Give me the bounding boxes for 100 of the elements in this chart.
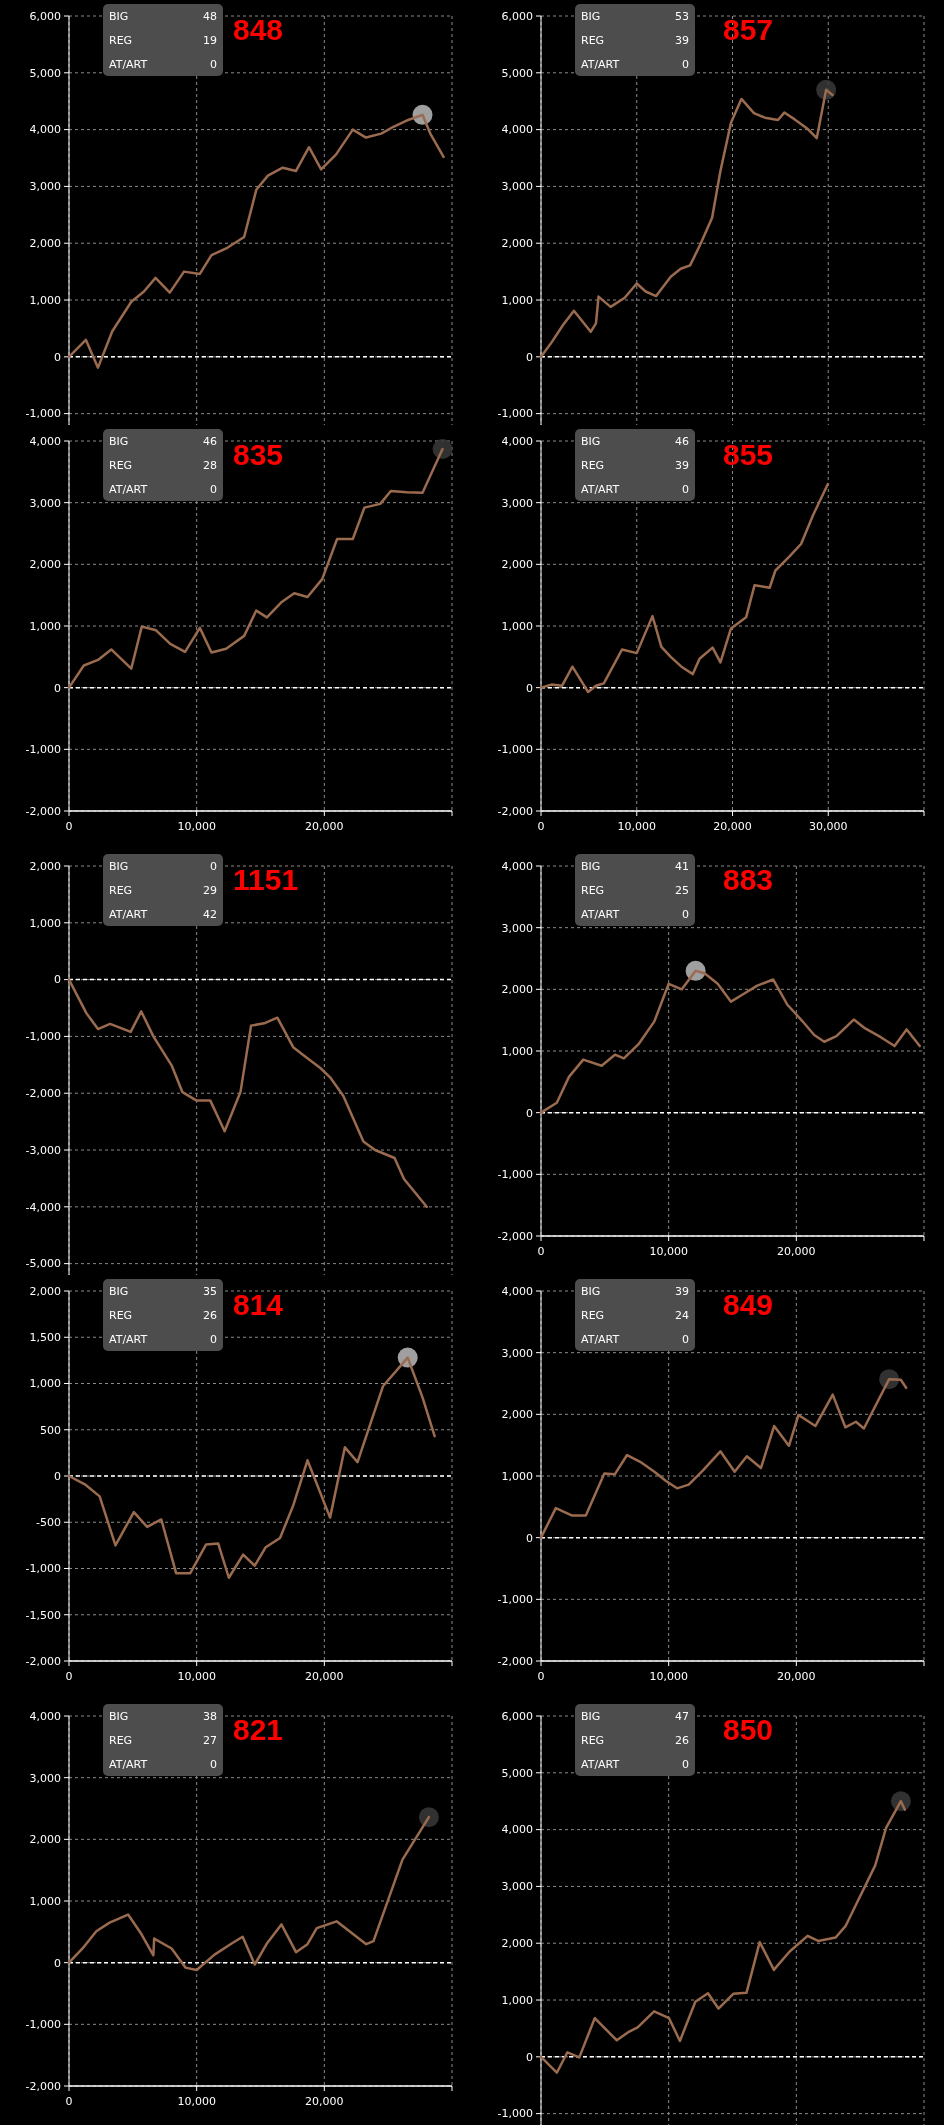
y-tick-label: 4,000 <box>501 1284 533 1298</box>
annotation: 47 <box>675 1709 689 1723</box>
y-tick-label: -1,500 <box>25 1608 61 1622</box>
y-tick-label: 1,000 <box>29 1894 61 1908</box>
y-tick-label: -1,000 <box>25 407 61 421</box>
chart-title: 821 <box>233 1713 284 1746</box>
y-tick-label: 1,000 <box>29 1377 61 1391</box>
y-tick-label: 0 <box>54 681 61 695</box>
chart-title: 1151 <box>233 863 299 896</box>
y-tick-label: -2,000 <box>497 804 533 818</box>
y-tick-label: 3,000 <box>29 1771 61 1785</box>
y-tick-label: 5,000 <box>501 1766 533 1780</box>
y-tick-label: 2,000 <box>501 237 533 251</box>
x-tick-label: 0 <box>537 1245 545 1258</box>
chart-title: 883 <box>723 863 774 896</box>
annotation: 0 <box>682 907 689 921</box>
annotation: 19 <box>203 33 217 47</box>
y-tick-label: 4,000 <box>501 123 533 137</box>
annotation: AT/ART <box>581 482 620 496</box>
annotation: BIG <box>109 434 129 448</box>
annotation: 25 <box>675 883 689 897</box>
chart-title: 850 <box>723 1713 774 1746</box>
annotation: 0 <box>210 1757 217 1771</box>
y-tick-label: 1,000 <box>501 619 533 633</box>
x-tick-label: 20,000 <box>777 1245 816 1258</box>
y-tick-label: 2,000 <box>29 1284 61 1298</box>
y-tick-label: 0 <box>54 973 61 987</box>
y-tick-label: -1,000 <box>25 1030 61 1044</box>
y-tick-label: -1,000 <box>497 743 533 757</box>
y-tick-label: 0 <box>526 2050 533 2064</box>
annotation: 0 <box>210 859 217 873</box>
annotation: AT/ART <box>109 1332 148 1346</box>
x-tick-label: 10,000 <box>617 820 656 833</box>
y-tick-label: 1,000 <box>29 293 61 307</box>
annotation: AT/ART <box>581 907 620 921</box>
y-tick-label: 0 <box>54 350 61 364</box>
annotation: 35 <box>203 1284 217 1298</box>
annotation: AT/ART <box>109 907 148 921</box>
chart-title: 855 <box>723 438 774 471</box>
annotation: REG <box>581 458 605 472</box>
annotation: 46 <box>675 434 689 448</box>
chart-title: 835 <box>233 438 284 471</box>
x-tick-label: 10,000 <box>177 820 216 833</box>
annotation: 38 <box>203 1709 217 1723</box>
y-tick-label: 4,000 <box>29 434 61 448</box>
annotation: AT/ART <box>109 1757 148 1771</box>
annotation: AT/ART <box>581 1757 620 1771</box>
annotation: BIG <box>109 859 129 873</box>
y-tick-label: -1,000 <box>25 743 61 757</box>
y-tick-label: -1,000 <box>25 1562 61 1576</box>
y-tick-label: 500 <box>40 1423 61 1437</box>
y-tick-label: -5,000 <box>25 1257 61 1271</box>
y-tick-label: -4,000 <box>25 1200 61 1214</box>
y-tick-label: 0 <box>526 1531 533 1545</box>
y-tick-label: 1,000 <box>501 1044 533 1058</box>
y-tick-label: 2,000 <box>501 558 533 572</box>
y-tick-label: -1,000 <box>497 407 533 421</box>
y-tick-label: 2,000 <box>501 1408 533 1422</box>
y-tick-label: 4,000 <box>29 123 61 137</box>
x-tick-label: 20,000 <box>305 2095 344 2108</box>
annotation: REG <box>581 1733 605 1747</box>
annotation: 42 <box>203 907 217 921</box>
annotation: 0 <box>682 482 689 496</box>
annotation: 28 <box>203 458 217 472</box>
annotation: BIG <box>581 9 601 23</box>
y-tick-label: 3,000 <box>501 921 533 935</box>
y-tick-label: 3,000 <box>501 180 533 194</box>
x-tick-label: 10,000 <box>177 2095 216 2108</box>
y-tick-label: -500 <box>36 1516 61 1530</box>
chart-title: 849 <box>723 1288 774 1321</box>
y-tick-label: 1,500 <box>29 1331 61 1345</box>
y-tick-label: 2,000 <box>29 1833 61 1847</box>
annotation: BIG <box>109 1284 129 1298</box>
y-tick-label: 1,000 <box>501 1993 533 2007</box>
y-tick-label: -2,000 <box>497 1229 533 1243</box>
annotation: 0 <box>210 57 217 71</box>
y-tick-label: 3,000 <box>501 1880 533 1894</box>
y-tick-label: 6,000 <box>29 9 61 23</box>
y-tick-label: 1,000 <box>29 619 61 633</box>
annotation: 0 <box>210 482 217 496</box>
annotation: 0 <box>210 1332 217 1346</box>
annotation: REG <box>581 1308 605 1322</box>
line-series <box>67 978 428 1209</box>
x-tick-label: 20,000 <box>713 820 752 833</box>
y-tick-label: -2,000 <box>25 1654 61 1668</box>
x-tick-label: 20,000 <box>777 1670 816 1683</box>
annotation: 27 <box>203 1733 217 1747</box>
annotation: 26 <box>203 1308 217 1322</box>
annotation: 41 <box>675 859 689 873</box>
y-tick-label: 2,000 <box>29 859 61 873</box>
y-tick-label: 2,000 <box>501 1937 533 1951</box>
y-tick-label: 3,000 <box>29 496 61 510</box>
y-tick-label: 2,000 <box>29 237 61 251</box>
y-tick-label: 1,000 <box>501 293 533 307</box>
line-series <box>539 482 830 694</box>
annotation: 39 <box>675 458 689 472</box>
annotation: 48 <box>203 9 217 23</box>
y-tick-label: 3,000 <box>501 496 533 510</box>
x-tick-label: 0 <box>537 1670 545 1683</box>
annotation: BIG <box>581 1709 601 1723</box>
